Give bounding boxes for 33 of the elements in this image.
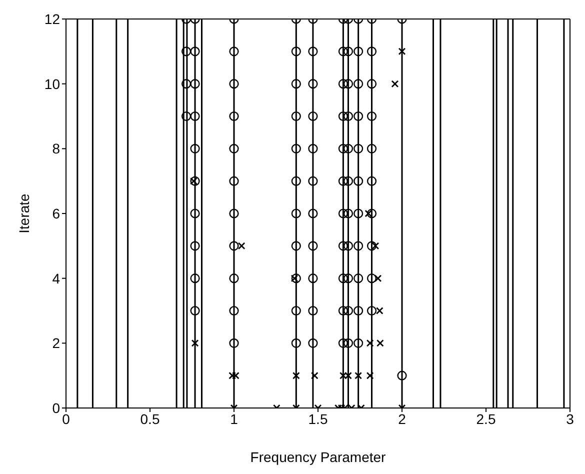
point xyxy=(354,372,362,380)
y-axis-title: Iterate xyxy=(16,193,32,234)
y-tick-label: 6 xyxy=(52,205,60,222)
x-tick-label: 2.5 xyxy=(476,410,496,427)
point xyxy=(374,274,382,282)
point xyxy=(391,80,399,88)
point xyxy=(366,372,374,380)
y-tick-label: 12 xyxy=(44,10,60,27)
point xyxy=(190,177,198,185)
y-tick-label: 0 xyxy=(52,400,60,416)
point xyxy=(290,274,298,282)
point xyxy=(228,372,236,380)
x-axis-title: Frequency Parameter xyxy=(250,449,386,465)
x-tick-label: 1.5 xyxy=(308,410,328,427)
point xyxy=(238,242,246,250)
x-tick-label: 2 xyxy=(398,410,406,427)
y-tick-label: 10 xyxy=(44,76,60,92)
y-tick-label: 4 xyxy=(52,270,60,286)
point xyxy=(191,339,199,347)
x-tick-label: 0.5 xyxy=(140,410,160,427)
point xyxy=(398,48,406,56)
point xyxy=(292,372,300,380)
point xyxy=(232,372,240,380)
y-tick-label: 2 xyxy=(52,335,60,352)
point xyxy=(376,307,384,314)
x-tick-label: 3 xyxy=(566,410,574,427)
point xyxy=(310,372,318,380)
x-tick-label: 1 xyxy=(230,410,238,427)
y-tick-label: 8 xyxy=(52,140,60,157)
point xyxy=(376,339,384,347)
point xyxy=(372,242,380,250)
x-tick-label: 0 xyxy=(62,410,70,427)
point xyxy=(366,339,374,347)
